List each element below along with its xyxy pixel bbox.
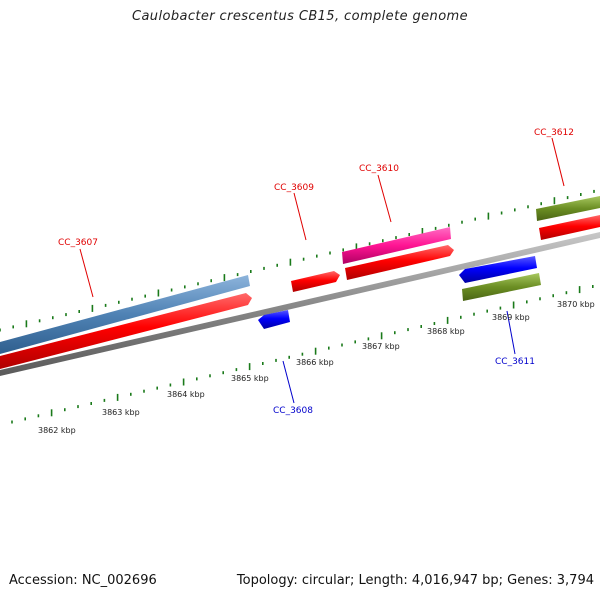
scale-label: 3868 kbp <box>427 327 465 336</box>
gene-label-cc-3607: CC_3607 <box>58 238 98 248</box>
gene-label-cc-3610: CC_3610 <box>359 164 399 174</box>
cds-feature <box>345 245 454 280</box>
gene-feature-cc-3611 <box>462 273 541 301</box>
gene-label-cc-3608: CC_3608 <box>273 406 313 416</box>
cds-feature <box>539 215 600 240</box>
gene-label-cc-3611: CC_3611 <box>495 357 535 367</box>
label-leader-line <box>506 310 516 355</box>
genome-backbone <box>0 232 600 376</box>
cds-feature-reverse <box>459 256 537 283</box>
scale-label: 3866 kbp <box>296 358 334 367</box>
inner-tick-track <box>11 285 594 424</box>
cds-feature <box>0 293 252 369</box>
genome-summary-text: Topology: circular; Length: 4,016,947 bp… <box>236 573 594 588</box>
label-leader-line <box>377 174 392 223</box>
gene-label-cc-3612: CC_3612 <box>534 128 574 138</box>
accession-text: Accession: NC_002696 <box>9 573 157 588</box>
scale-label: 3870 kbp <box>557 300 595 309</box>
map-title: Caulobacter crescentus CB15, complete ge… <box>131 9 469 24</box>
scale-label: 3869 kbp <box>492 313 530 322</box>
cds-feature-reverse <box>258 310 290 329</box>
outer-tick-track <box>0 189 595 332</box>
cds-feature <box>291 271 340 292</box>
label-leader-line <box>79 248 94 298</box>
scale-label: 3864 kbp <box>167 390 205 399</box>
scale-label: 3867 kbp <box>362 342 400 351</box>
scale-label: 3865 kbp <box>231 374 269 383</box>
label-leader-line <box>293 192 307 241</box>
scale-label: 3863 kbp <box>102 408 140 417</box>
label-leader-line <box>551 137 565 187</box>
gene-feature-cc-3612 <box>536 196 600 221</box>
scale-label: 3862 kbp <box>38 426 76 435</box>
gene-feature-cc-3607 <box>0 275 250 354</box>
gene-feature-cc-3610 <box>342 227 451 264</box>
label-leader-line <box>282 360 295 404</box>
gene-label-cc-3609: CC_3609 <box>274 183 314 193</box>
